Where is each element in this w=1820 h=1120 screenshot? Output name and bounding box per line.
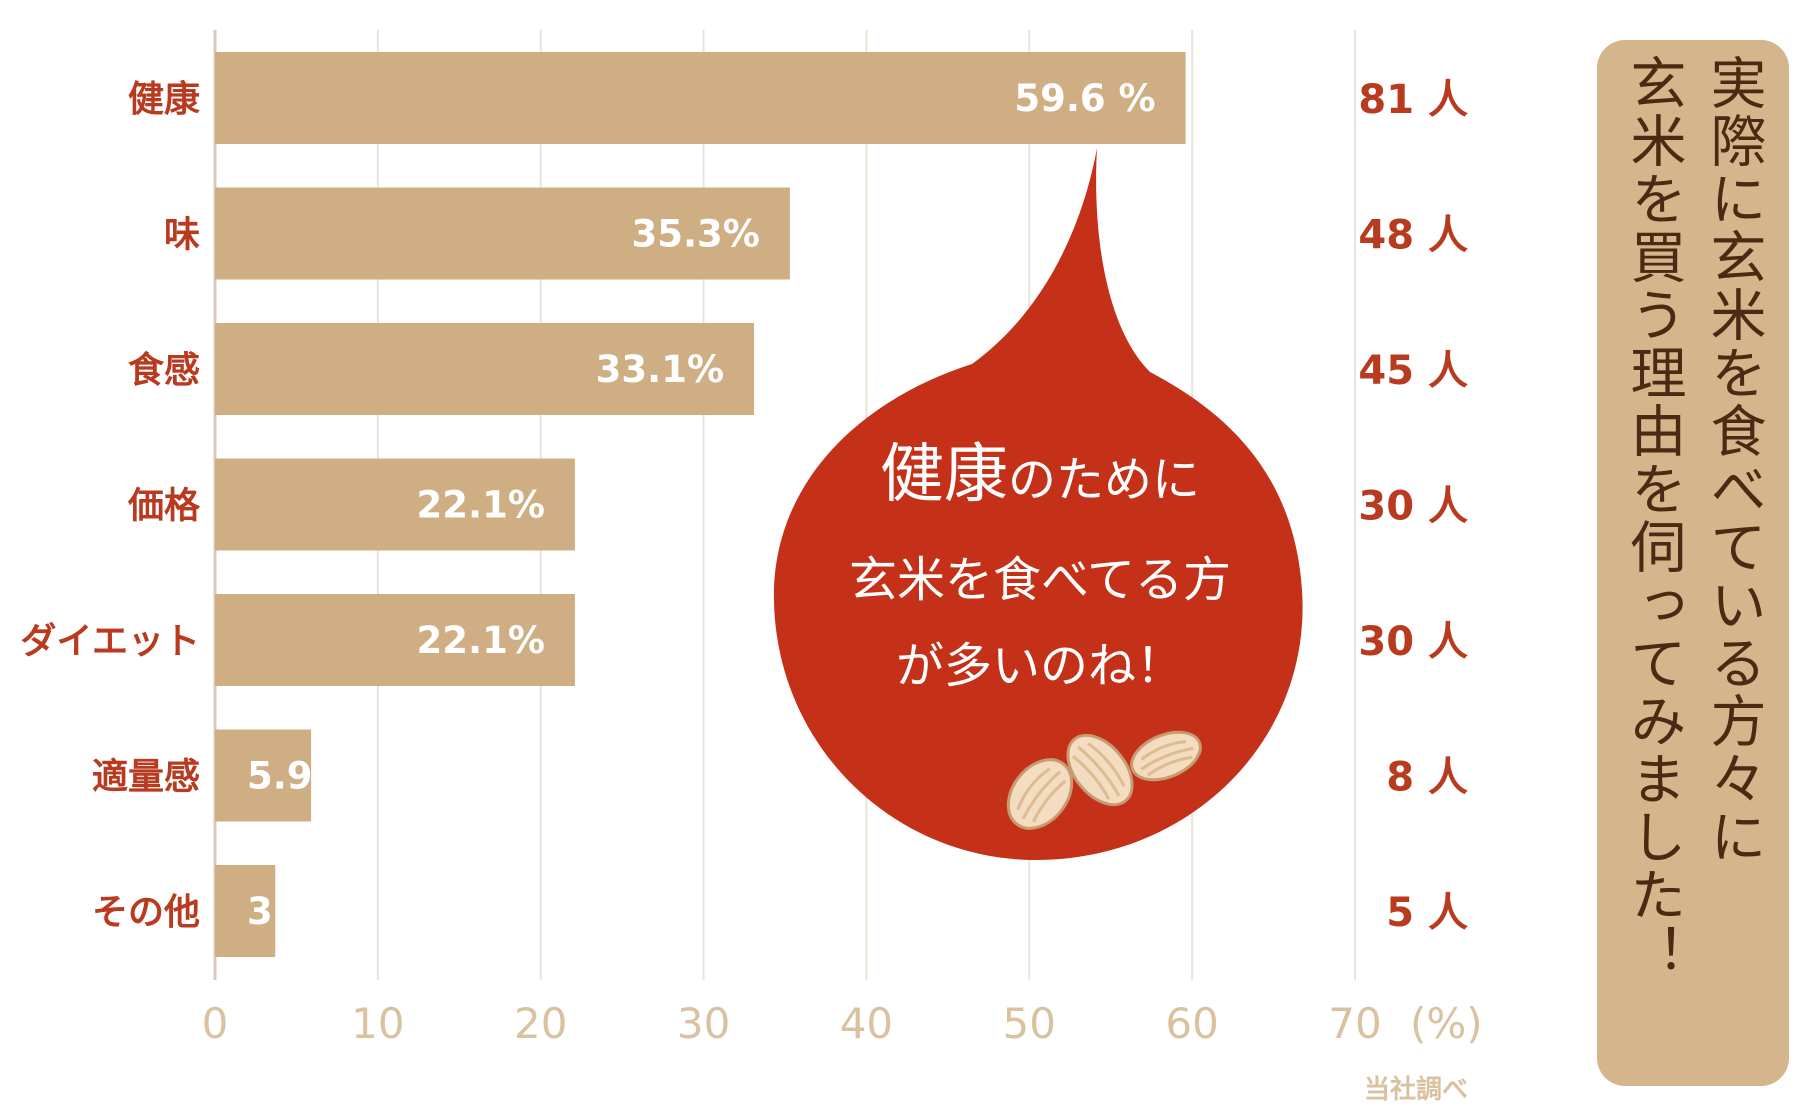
callout-line-3: が多いのね！	[896, 638, 1184, 694]
callout-line-1: 健康のために	[880, 438, 1200, 512]
category-label: 適量感	[92, 757, 200, 798]
count-labels: 81 人 48 人 45 人 30 人 30 人 8 人 5 人	[1358, 77, 1468, 936]
category-label: 価格	[127, 486, 201, 527]
side-title-line-1: 実際に玄米を食べている方々に	[1701, 54, 1766, 866]
count-label: 30 人	[1358, 484, 1468, 530]
rice-grain-icons	[1006, 730, 1202, 830]
bar	[215, 187, 790, 280]
x-tick-label: 0	[202, 999, 229, 1048]
count-label: 30 人	[1358, 619, 1468, 665]
bar-value-label: 22.1%	[417, 619, 545, 662]
bar	[215, 594, 575, 686]
x-tick-label: 70	[1328, 999, 1381, 1048]
x-tick-label: 50	[1003, 999, 1056, 1048]
x-axis-ticks: 0 10 20 30 40 50 60 70	[202, 999, 1382, 1048]
bar-value-label: 59.6 %	[1014, 77, 1155, 120]
category-label: 健康	[128, 78, 200, 120]
count-label: 45 人	[1358, 348, 1468, 394]
source-note: 当社調べ	[1364, 1074, 1468, 1105]
bar	[215, 458, 575, 551]
x-tick-label: 60	[1165, 999, 1218, 1048]
category-label: ダイエット	[20, 621, 200, 662]
category-label: その他	[92, 892, 200, 933]
rice-grain-icon	[1066, 733, 1134, 807]
bar-value-label: 22.1%	[417, 484, 545, 527]
rice-grain-icon	[1130, 730, 1202, 782]
x-tick-label: 10	[351, 999, 404, 1048]
callout-line-2: 玄米を食べてる方	[849, 552, 1231, 608]
callout-emphasis: 健康	[880, 438, 1008, 512]
x-tick-label: 20	[514, 999, 567, 1048]
x-axis-unit: (%)	[1410, 999, 1483, 1048]
side-title-panel: 実際に玄米を食べている方々に 玄米を買う理由を伺ってみました！	[1597, 40, 1789, 1086]
bar-value-label: 33.1%	[596, 348, 724, 391]
callout-line-1-rest: のために	[1008, 452, 1200, 508]
bar-value-label: 3.7%	[247, 890, 350, 933]
category-label: 味	[164, 215, 200, 256]
bar-value-label: 5.9%	[247, 755, 350, 798]
rice-grain-icon	[1006, 758, 1074, 830]
bar	[215, 52, 1186, 144]
bar-value-label: 35.3%	[632, 213, 760, 256]
callout-drop-shape	[773, 148, 1303, 860]
count-label: 48 人	[1358, 213, 1468, 259]
side-title-line-2: 玄米を買う理由を伺ってみました！	[1621, 54, 1686, 982]
count-label: 8 人	[1386, 755, 1468, 801]
category-label: 食感	[128, 350, 200, 391]
x-tick-label: 40	[840, 999, 893, 1048]
bar	[215, 729, 312, 822]
bar	[215, 323, 755, 415]
count-label: 81 人	[1358, 77, 1468, 123]
bar	[215, 865, 276, 957]
callout-bubble: 健康のために 玄米を食べてる方 が多いのね！	[773, 148, 1303, 860]
count-label: 5 人	[1386, 890, 1468, 936]
bars: 59.6 % 35.3% 33.1% 22.1% 22.1% 5.9% 3.7%	[215, 52, 1186, 957]
x-tick-label: 30	[677, 999, 730, 1048]
